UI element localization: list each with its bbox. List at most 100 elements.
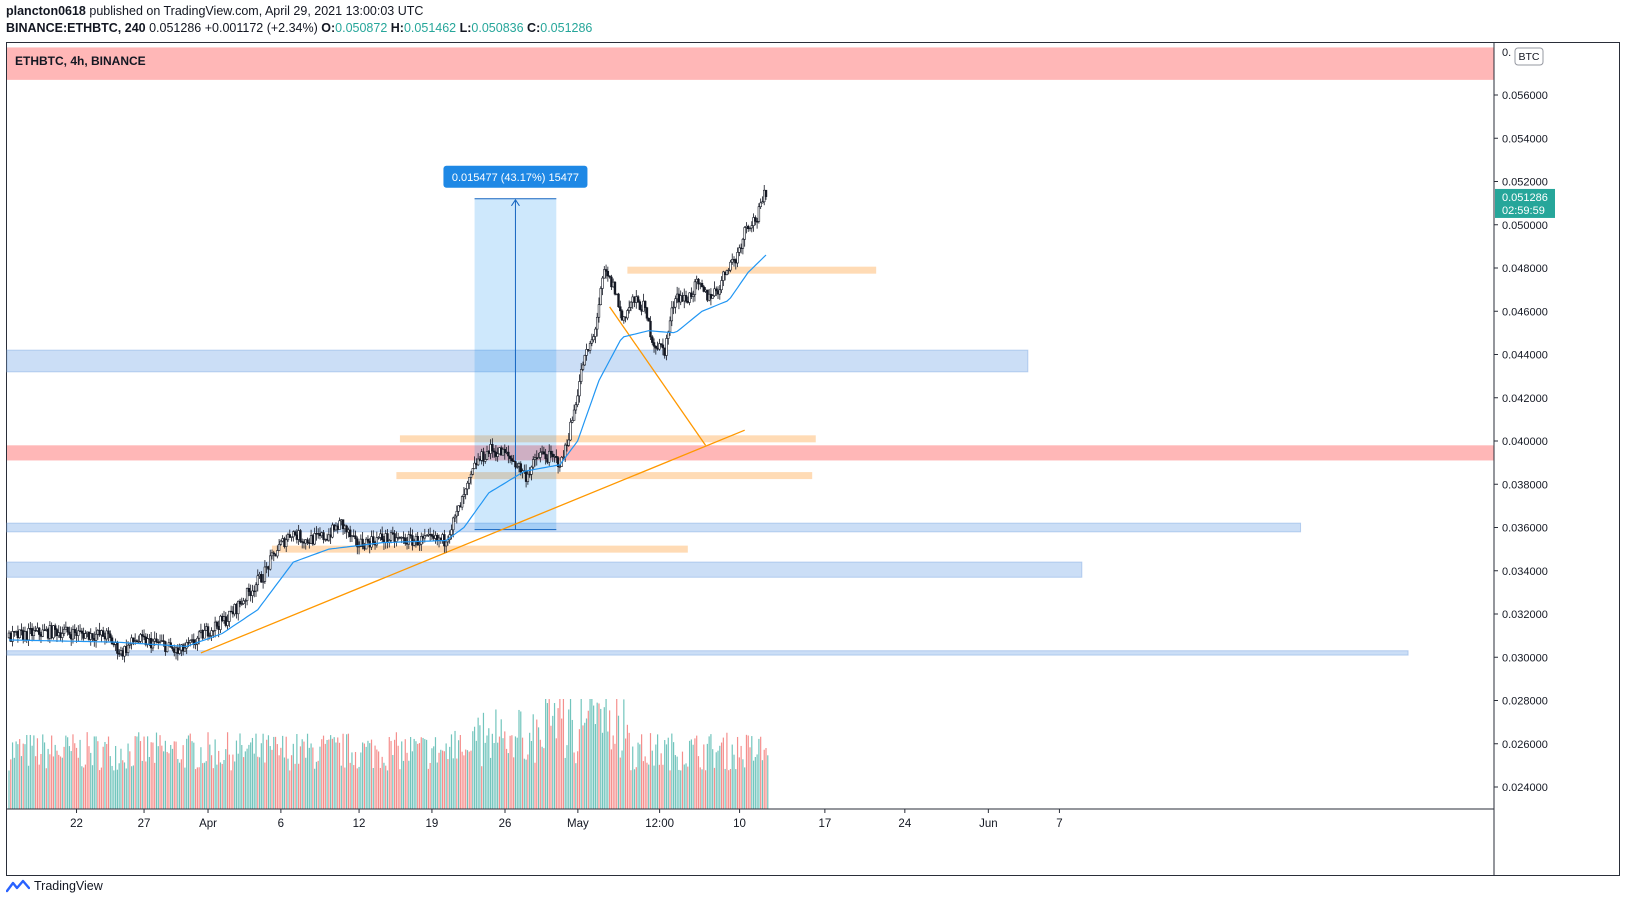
volume-bar bbox=[745, 734, 748, 809]
volume-bar bbox=[441, 750, 444, 809]
volume-bar bbox=[552, 715, 554, 809]
volume-bar bbox=[692, 744, 694, 809]
volume-bar bbox=[605, 699, 607, 809]
candle-body bbox=[755, 221, 759, 223]
candle-body bbox=[331, 524, 334, 538]
volume-bar bbox=[369, 743, 371, 809]
price-axis[interactable]: 0.056000 0.054000 0.052000 0.050000 0.048000… bbox=[1493, 43, 1548, 876]
volume-bar bbox=[701, 769, 703, 809]
volume-bar bbox=[598, 703, 600, 809]
volume-bar bbox=[162, 751, 165, 809]
candle-body bbox=[731, 259, 734, 263]
volume-bar bbox=[321, 739, 323, 809]
volume-bar bbox=[735, 769, 737, 809]
volume-bar bbox=[413, 738, 415, 809]
volume-bar bbox=[202, 763, 204, 809]
volume-bar bbox=[118, 763, 120, 809]
time-tick-label: 6 bbox=[278, 818, 284, 830]
candle-body bbox=[41, 629, 44, 637]
candle-body bbox=[452, 517, 455, 531]
volume-bar bbox=[429, 762, 431, 809]
candle-body bbox=[66, 626, 69, 633]
candle-body bbox=[572, 409, 576, 421]
author-name[interactable]: plancton0618 bbox=[6, 4, 86, 18]
ohlc-bar: BINANCE:ETHBTC, 240 0.051286 +0.001172 (… bbox=[6, 21, 592, 35]
candle-body bbox=[722, 271, 725, 281]
footer-brand[interactable]: TradingView bbox=[6, 879, 103, 893]
candle-body bbox=[514, 461, 517, 468]
volume-bar bbox=[360, 752, 362, 809]
volume-bar bbox=[408, 760, 410, 809]
volume-bar bbox=[685, 763, 687, 809]
volume-bar bbox=[83, 767, 85, 809]
volume-bar bbox=[253, 753, 255, 809]
volume-bar bbox=[633, 769, 636, 809]
volume-bar bbox=[550, 725, 552, 809]
volume-bar bbox=[669, 770, 671, 809]
volume-bar bbox=[113, 770, 115, 809]
volume-bar bbox=[450, 734, 453, 809]
volume-bar bbox=[155, 732, 158, 809]
volume-bar bbox=[178, 762, 181, 809]
volume-bar bbox=[504, 731, 506, 809]
candle-body bbox=[395, 537, 398, 542]
candle-body bbox=[194, 643, 197, 646]
volume-bar bbox=[513, 757, 515, 809]
volume-bar bbox=[697, 756, 700, 809]
volume-bar bbox=[129, 751, 131, 809]
time-tick-label: 26 bbox=[499, 818, 512, 830]
candle-body bbox=[729, 261, 732, 271]
volume-bar bbox=[276, 744, 278, 809]
volume-bar bbox=[52, 756, 55, 809]
volume-bar bbox=[703, 744, 705, 809]
volume-bar bbox=[269, 746, 271, 809]
candle-body bbox=[539, 452, 542, 458]
volume-bar bbox=[623, 699, 625, 809]
volume-bar bbox=[274, 736, 277, 809]
candle-body bbox=[73, 629, 76, 633]
time-axis[interactable]: 22 27 Apr 6 12 19 26 May 12:00 10 17 24 Jun 7 bbox=[7, 808, 1494, 830]
candle-body bbox=[613, 281, 617, 295]
volume-bar bbox=[314, 768, 316, 809]
measure-tool[interactable]: 0.015477 (43.17%) 15477 bbox=[443, 165, 588, 531]
volume-bar bbox=[390, 740, 392, 809]
trendlines-layer[interactable] bbox=[200, 306, 745, 654]
volume-bar bbox=[157, 746, 159, 809]
candle-body bbox=[226, 621, 229, 626]
candle-body bbox=[508, 455, 512, 459]
candle-body bbox=[430, 534, 434, 537]
volume-bar bbox=[475, 740, 477, 809]
low-label: L: bbox=[459, 21, 472, 35]
candle-body bbox=[532, 459, 535, 468]
candle-body bbox=[389, 532, 393, 541]
volume-bar bbox=[459, 734, 461, 809]
price-tick-label: 0.044000 bbox=[1502, 350, 1548, 362]
volume-bar bbox=[696, 735, 698, 809]
candle-body bbox=[290, 536, 293, 538]
volume-bar bbox=[493, 743, 495, 809]
volume-bar bbox=[733, 754, 735, 809]
candle-body bbox=[116, 642, 119, 654]
volume-bar bbox=[646, 762, 648, 809]
candle-body bbox=[139, 634, 142, 642]
volume-bar bbox=[187, 735, 190, 809]
volume-bar bbox=[582, 725, 584, 809]
volume-bar bbox=[290, 755, 293, 809]
volume-bar bbox=[418, 743, 421, 809]
volume-bar bbox=[410, 737, 412, 809]
measure-arrow-head bbox=[511, 198, 520, 207]
volume-bar bbox=[223, 760, 225, 809]
candle-body bbox=[473, 462, 476, 469]
chart-frame[interactable] bbox=[6, 42, 1620, 876]
price-tick-label: 0.042000 bbox=[1502, 393, 1548, 405]
candle-body bbox=[357, 545, 361, 548]
volume-bar bbox=[159, 735, 161, 809]
candle-body bbox=[279, 540, 283, 545]
volume-bar bbox=[754, 757, 756, 809]
candle-body bbox=[377, 537, 380, 539]
volume-bar bbox=[445, 743, 447, 809]
candle-body bbox=[32, 630, 36, 636]
candle-body bbox=[594, 328, 597, 337]
candle-body bbox=[52, 625, 55, 639]
